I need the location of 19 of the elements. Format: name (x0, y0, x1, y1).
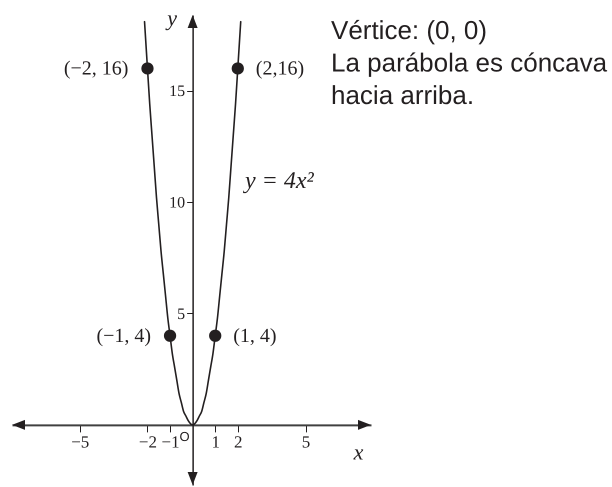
x-tick-label: 5 (302, 432, 310, 452)
y-axis-title: y (165, 6, 178, 30)
y-tick-label: 10 (169, 194, 186, 212)
annotation: O (180, 428, 190, 444)
x-tick-label: −1 (162, 432, 180, 452)
annotation: Vértice: (0, 0) (331, 15, 488, 45)
series-label: y = 4x² (243, 168, 314, 194)
annotation: (1, 4) (233, 324, 277, 347)
annotation: (−2, 16) (64, 57, 128, 80)
x-tick-label: 2 (234, 432, 243, 452)
annotation: (−1, 4) (96, 324, 152, 347)
annotation: La parábola es cóncava hacia arriba. (331, 48, 608, 110)
x-tick-label: 1 (211, 432, 220, 452)
x-tick-label: −5 (71, 432, 90, 452)
x-axis-title: x (352, 439, 364, 464)
y-tick-label: 15 (169, 83, 186, 100)
x-tick-label: −2 (138, 432, 158, 452)
annotation: (2,16) (256, 57, 304, 80)
y-tick-label: 5 (177, 306, 186, 323)
